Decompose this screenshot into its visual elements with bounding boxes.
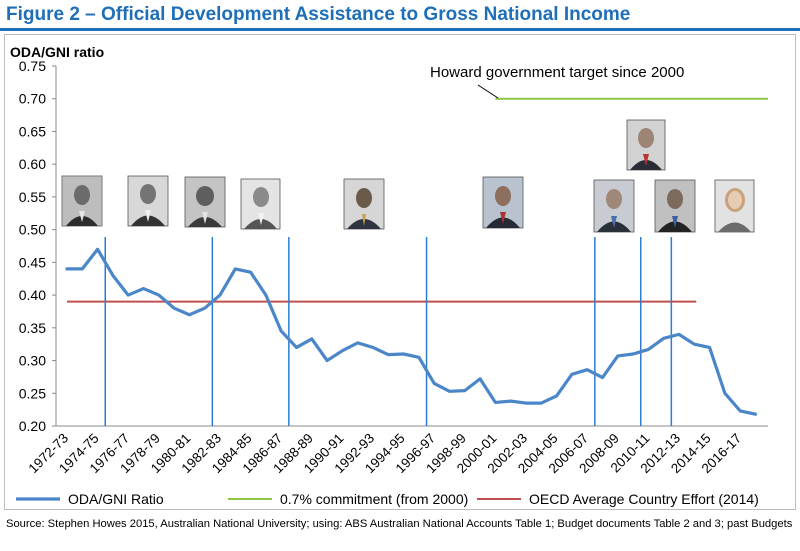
y-tick-label: 0.35 bbox=[19, 320, 46, 336]
legend-label: OECD Average Country Effort (2014) bbox=[529, 491, 759, 507]
y-tick-label: 0.25 bbox=[19, 385, 46, 401]
figure-title: Figure 2 – Official Development Assistan… bbox=[6, 4, 631, 25]
annotation-text: Howard government target since 2000 bbox=[430, 64, 684, 81]
pm-photo-howard bbox=[482, 176, 524, 229]
y-axis-label: ODA/GNI ratio bbox=[10, 44, 104, 60]
reference-lines bbox=[67, 97, 768, 303]
y-tick-label: 0.30 bbox=[19, 353, 46, 369]
y-tick-label: 0.60 bbox=[19, 156, 46, 172]
y-tick-label: 0.70 bbox=[19, 91, 46, 107]
legend-label: ODA/GNI Ratio bbox=[68, 491, 164, 507]
pm-photo-rudd bbox=[626, 119, 666, 171]
government-change-lines bbox=[104, 237, 673, 426]
source-note: Source: Stephen Howes 2015, Australian N… bbox=[6, 518, 793, 530]
y-tick-label: 0.65 bbox=[19, 123, 46, 139]
chart-canvas: 0.75 0.70 0.65 0.60 0.55 0.50 0.45 0.40 0.35 0.30… bbox=[10, 44, 768, 507]
y-tick-label: 0.75 bbox=[19, 58, 46, 74]
data-series bbox=[65, 247, 758, 416]
prime-minister-photos bbox=[61, 119, 755, 233]
annotation: Howard government target since 2000 bbox=[430, 64, 684, 99]
pm-photo-whitlam bbox=[61, 175, 103, 227]
oda-gni-series-line bbox=[65, 247, 758, 416]
axes bbox=[55, 66, 768, 427]
y-tick-label: 0.40 bbox=[19, 287, 46, 303]
legend: ODA/GNI Ratio 0.7% commitment (from 2000)… bbox=[16, 491, 759, 507]
pm-photo-hawke bbox=[184, 176, 226, 228]
y-tick-label: 0.50 bbox=[19, 222, 46, 238]
pm-photo-keating bbox=[343, 178, 385, 230]
y-tick-label: 0.20 bbox=[19, 418, 46, 434]
annotation-pointer bbox=[477, 84, 499, 99]
pm-photo-rudd-second bbox=[593, 179, 635, 233]
pm-photo-keating-portrait-early bbox=[240, 178, 281, 230]
legend-label: 0.7% commitment (from 2000) bbox=[280, 491, 468, 507]
title-divider bbox=[0, 28, 800, 31]
chart-frame bbox=[4, 34, 796, 510]
y-tick-label: 0.45 bbox=[19, 254, 46, 270]
pm-photo-abbott bbox=[654, 179, 696, 233]
pm-photo-gillard bbox=[714, 179, 755, 233]
y-tick-label: 0.55 bbox=[19, 189, 46, 205]
pm-photo-fraser bbox=[127, 175, 169, 227]
